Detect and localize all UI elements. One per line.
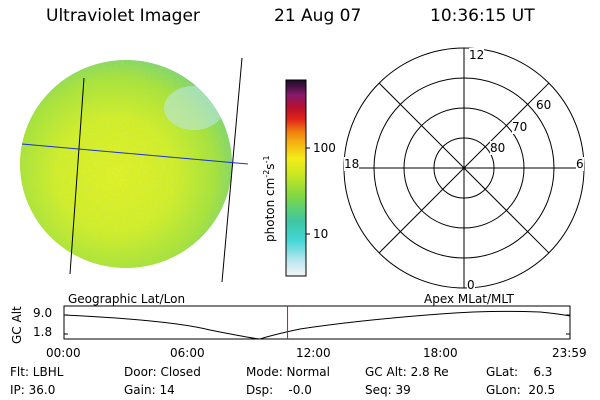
latitude-line [21, 143, 249, 165]
mlt-label-6: 6 [576, 157, 584, 171]
polar-caption: Apex MLat/MLT [424, 292, 514, 306]
altitude-plot [63, 305, 571, 340]
info-gc-alt: GC Alt: 2.8 Re [365, 365, 449, 379]
info-ip: IP: 36.0 [10, 383, 56, 397]
info-glat: GLat: 6.3 [486, 365, 553, 379]
instrument-title: Ultraviolet Imager [46, 6, 200, 26]
longitude-line-left [69, 77, 85, 275]
earth-disk [20, 60, 232, 268]
altplot-ymin: 1.8 [33, 325, 53, 339]
info-gain: Gain: 14 [124, 383, 175, 397]
colorbar-tick-10: 10 [313, 227, 329, 241]
altplot-xtick-4: 23:59 [552, 346, 587, 360]
altplot-xtick-0: 00:00 [46, 346, 81, 360]
colorbar [285, 79, 310, 277]
altplot-ymax: 9.0 [33, 306, 53, 320]
info-filter: Flt: LBHL [10, 365, 64, 379]
info-glon: GLon: 20.5 [486, 383, 556, 397]
lat-label-60: 60 [536, 98, 552, 112]
image-caption: Geographic Lat/Lon [68, 292, 186, 306]
info-door: Door: Closed [124, 365, 201, 379]
altitude-curve [63, 310, 571, 340]
polar-plot [343, 47, 585, 289]
colorbar-scale [285, 79, 307, 277]
lat-label-80: 80 [490, 141, 506, 155]
info-seq: Seq: 39 [365, 383, 411, 397]
altplot-ylabel: GC Alt [10, 306, 24, 344]
longitude-line-right [221, 57, 243, 283]
uv-image [20, 57, 249, 283]
colorbar-unit-label: photon cm-2s-1 [262, 155, 277, 242]
altplot-xtick-1: 06:00 [170, 346, 205, 360]
altplot-xtick-3: 18:00 [423, 346, 458, 360]
altplot-xtick-2: 12:00 [296, 346, 331, 360]
date-label: 21 Aug 07 [274, 6, 362, 26]
lat-label-70: 70 [512, 120, 528, 134]
time-label: 10:36:15 UT [430, 6, 535, 26]
mlt-label-12: 12 [469, 48, 485, 62]
info-dsp: Dsp: -0.0 [246, 383, 312, 397]
colorbar-tick-100: 100 [313, 141, 336, 155]
info-mode: Mode: Normal [246, 365, 330, 379]
mlt-label-18: 18 [344, 157, 360, 171]
mlt-label-0: 0 [467, 278, 475, 292]
